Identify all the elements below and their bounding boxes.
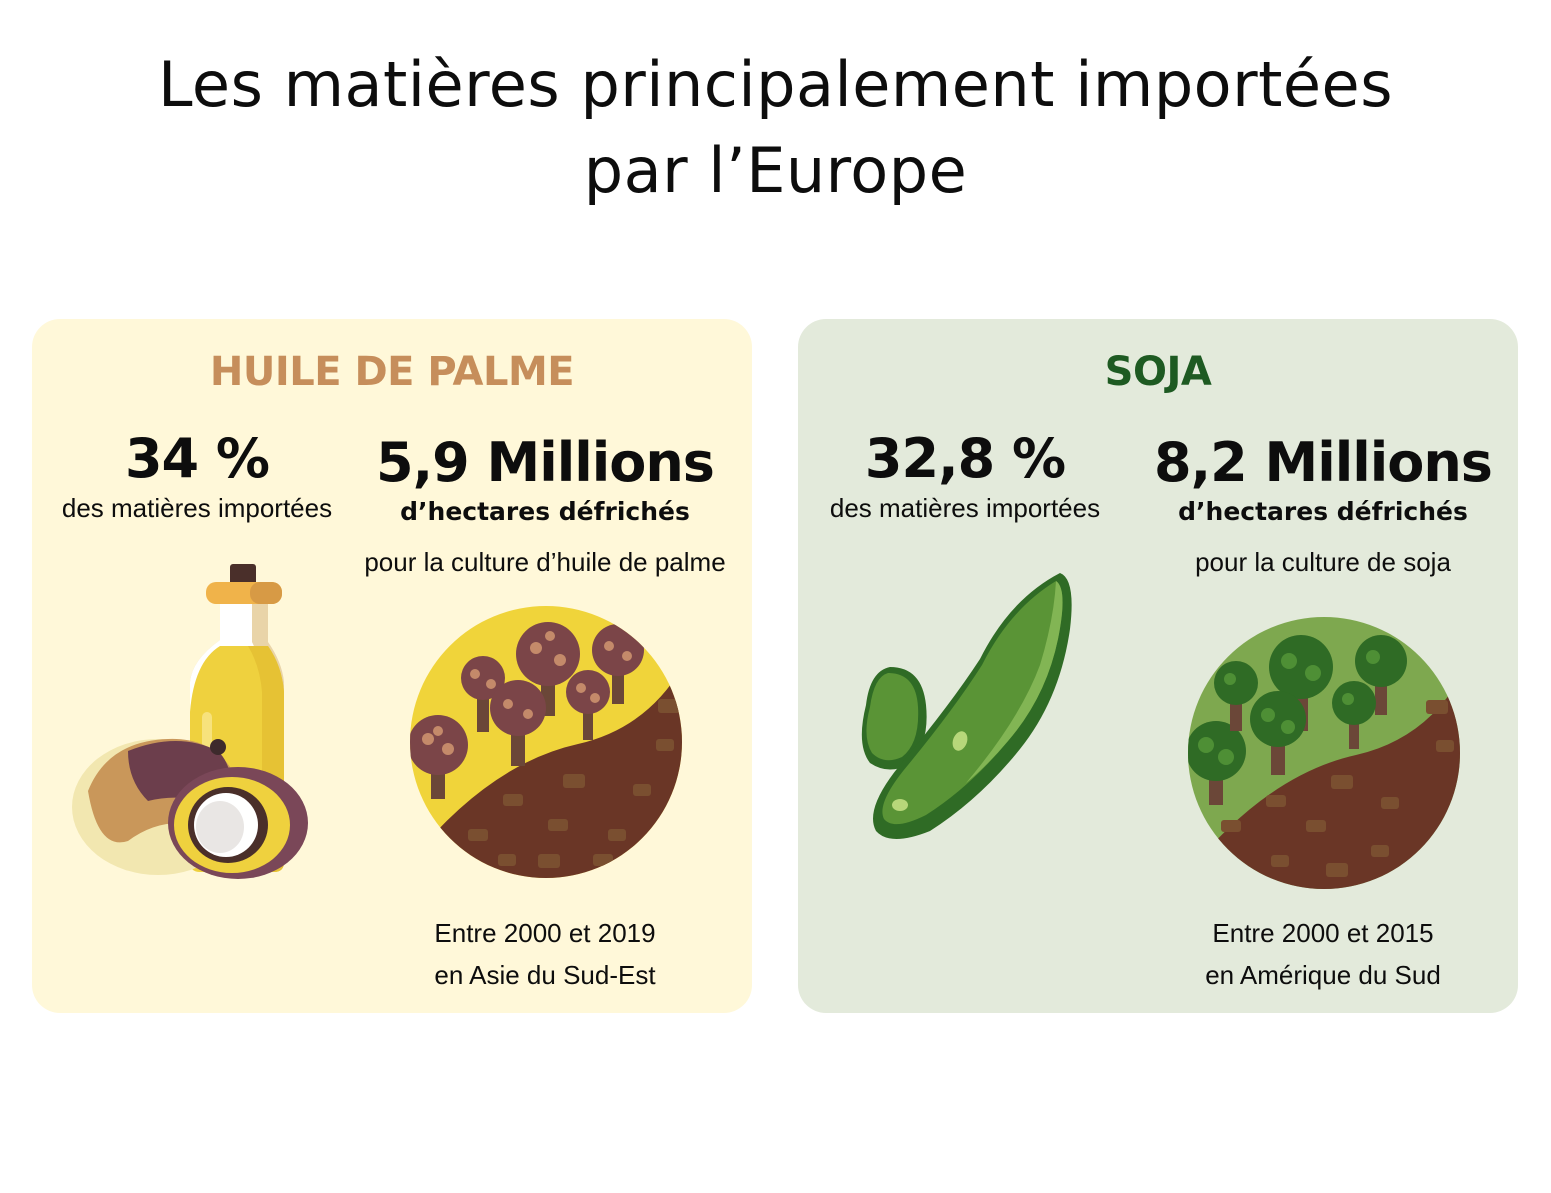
soy-area-purpose: pour la culture de soja xyxy=(1195,547,1451,577)
soy-period: Entre 2000 et 2015 xyxy=(1212,918,1434,948)
palm-period-caption: Entre 2000 et 2019 en Asie du Sud-Est xyxy=(350,912,740,996)
palm-period: Entre 2000 et 2019 xyxy=(434,918,656,948)
soy-area-value: 8,2 Millions xyxy=(1154,431,1493,494)
palm-area-stat: 5,9 Millions d’hectares défrichés pour l… xyxy=(350,431,740,579)
soy-area-stat: 8,2 Millions d’hectares défrichés pour l… xyxy=(1128,431,1518,579)
deforestation-icon xyxy=(1188,617,1460,889)
soy-period-caption: Entre 2000 et 2015 en Amérique du Sud xyxy=(1128,912,1518,996)
palm-area-purpose: pour la culture d’huile de palme xyxy=(364,547,726,577)
page-title: Les matières principalement importées pa… xyxy=(0,42,1551,214)
soy-pod-icon xyxy=(873,573,1072,839)
palm-heading: HUILE DE PALME xyxy=(209,349,575,395)
palm-share-stat: 34 % des matières importées xyxy=(32,427,362,525)
palm-area-value: 5,9 Millions xyxy=(376,431,715,494)
palm-share-value: 34 % xyxy=(124,427,270,490)
palm-fruit-icon xyxy=(72,738,308,879)
deforestation-icon xyxy=(410,606,682,878)
title-line-1: Les matières principalement importées xyxy=(157,48,1393,121)
title-line-2: par l’Europe xyxy=(583,134,968,207)
soy-bean-icon xyxy=(861,667,927,770)
soy-panel: SOJA 32,8 % des matières importées 8,2 M… xyxy=(798,319,1518,1013)
soy-share-label: des matières importées xyxy=(829,493,1101,523)
soy-share-stat: 32,8 % des matières importées xyxy=(798,427,1132,525)
soy-region: en Amérique du Sud xyxy=(1205,960,1441,990)
palm-oil-panel: HUILE DE PALME 34 % des matières importé… xyxy=(32,319,752,1013)
palm-region: en Asie du Sud-Est xyxy=(434,960,656,990)
palm-share-label: des matières importées xyxy=(61,493,333,523)
palm-area-unit: d’hectares défrichés xyxy=(400,497,690,526)
soy-heading: SOJA xyxy=(1104,349,1212,395)
soy-area-unit: d’hectares défrichés xyxy=(1178,497,1468,526)
soy-share-value: 32,8 % xyxy=(864,427,1066,490)
